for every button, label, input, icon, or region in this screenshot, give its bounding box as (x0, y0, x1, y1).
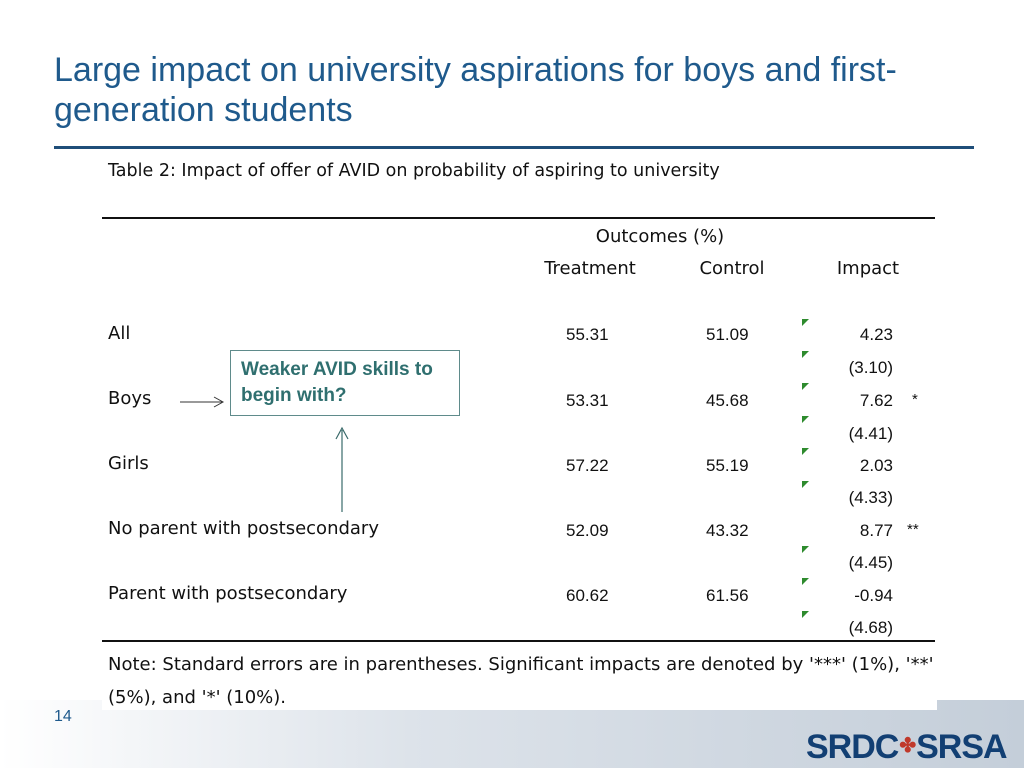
table-caption: Table 2: Impact of offer of AVID on prob… (108, 161, 720, 181)
impact-value: 4.23 (859, 325, 893, 344)
callout-box: Weaker AVID skills to begin with? (230, 350, 460, 416)
group-header: Outcomes (%) (595, 226, 725, 247)
cell-marker-icon (802, 383, 809, 390)
slide-title: Large impact on university aspirations f… (54, 51, 897, 129)
row-label: Parent with postsecondary (108, 583, 348, 604)
treatment-value: 60.62 (566, 586, 609, 605)
control-value: 43.32 (706, 521, 749, 540)
cell-marker-icon (802, 448, 809, 455)
treatment-value: 57.22 (566, 456, 609, 475)
logo-left-text: SRDC (806, 728, 899, 766)
table-bottom-rule (102, 640, 935, 642)
cell-marker-icon (802, 319, 809, 326)
col-header-control: Control (699, 258, 765, 279)
srdc-srsa-logo: SRDC✤SRSA (806, 726, 1008, 767)
treatment-value: 53.31 (566, 391, 609, 410)
footer-band (0, 700, 1024, 768)
table-top-rule (102, 217, 935, 219)
impact-se: (4.33) (848, 488, 893, 507)
page-number: 14 (54, 708, 72, 725)
cell-marker-icon (802, 578, 809, 585)
treatment-value: 52.09 (566, 521, 609, 540)
impact-se: (3.10) (848, 358, 893, 377)
significance-marker: ** (907, 521, 919, 538)
impact-se: (4.45) (848, 553, 893, 572)
impact-se: (4.68) (848, 618, 893, 637)
control-value: 45.68 (706, 391, 749, 410)
impact-value: -0.94 (854, 586, 893, 605)
control-value: 61.56 (706, 586, 749, 605)
cell-marker-icon (802, 481, 809, 488)
maple-leaf-icon: ✤ (899, 735, 916, 757)
logo-right-text: SRSA (916, 728, 1007, 766)
impact-se: (4.41) (848, 424, 893, 443)
row-label: Girls (108, 453, 149, 474)
impact-value: 8.77 (859, 521, 893, 540)
row-label: No parent with postsecondary (108, 518, 379, 539)
col-header-impact: Impact (836, 258, 900, 279)
impact-value: 2.03 (859, 456, 893, 475)
row-label: Boys (108, 388, 152, 409)
control-value: 51.09 (706, 325, 749, 344)
cell-marker-icon (802, 416, 809, 423)
title-divider (54, 146, 974, 149)
cell-marker-icon (802, 546, 809, 553)
up-arrow-icon (335, 426, 349, 512)
treatment-value: 55.31 (566, 325, 609, 344)
impact-value: 7.62 (859, 391, 893, 410)
cell-marker-icon (802, 351, 809, 358)
right-arrow-icon (180, 396, 225, 408)
col-header-treatment: Treatment (544, 258, 636, 279)
cell-marker-icon (802, 611, 809, 618)
control-value: 55.19 (706, 456, 749, 475)
table-note: Note: Standard errors are in parentheses… (108, 654, 934, 708)
table-panel (102, 150, 937, 710)
significance-marker: * (912, 391, 918, 408)
row-label: All (108, 323, 131, 344)
